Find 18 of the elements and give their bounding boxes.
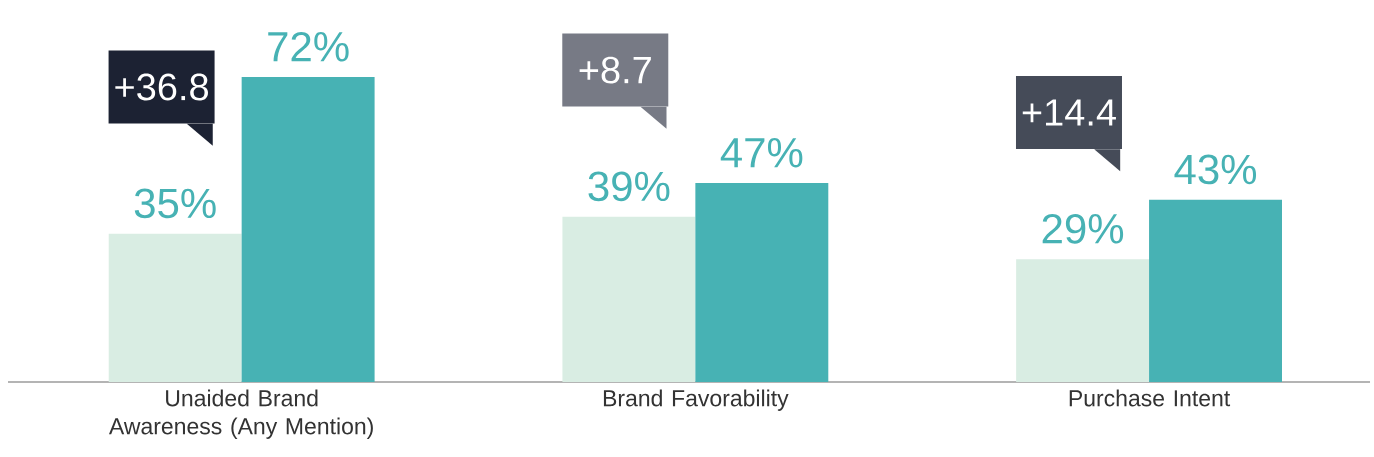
data-label: 72% bbox=[268, 31, 349, 62]
bar bbox=[241, 77, 375, 382]
data-label: 47% bbox=[720, 137, 803, 168]
bar bbox=[695, 182, 829, 382]
data-label: 29% bbox=[1042, 213, 1124, 244]
bar bbox=[1016, 259, 1150, 382]
data-label: 35% bbox=[134, 188, 216, 219]
x-tick-label: Brand Favorability bbox=[603, 389, 789, 411]
annotation: +36.8 bbox=[115, 73, 208, 101]
bar bbox=[562, 216, 696, 382]
x-tick-label: Unaided Brand Awareness (Any Mention) bbox=[108, 389, 373, 439]
annotation: +14.4 bbox=[1022, 99, 1116, 126]
data-label: 43% bbox=[1174, 154, 1257, 185]
annotation: +8.7 bbox=[579, 56, 651, 84]
bar bbox=[108, 233, 242, 382]
x-tick-label: Purchase Intent bbox=[1069, 389, 1231, 407]
bar bbox=[1149, 199, 1282, 382]
data-label: 39% bbox=[588, 171, 670, 202]
